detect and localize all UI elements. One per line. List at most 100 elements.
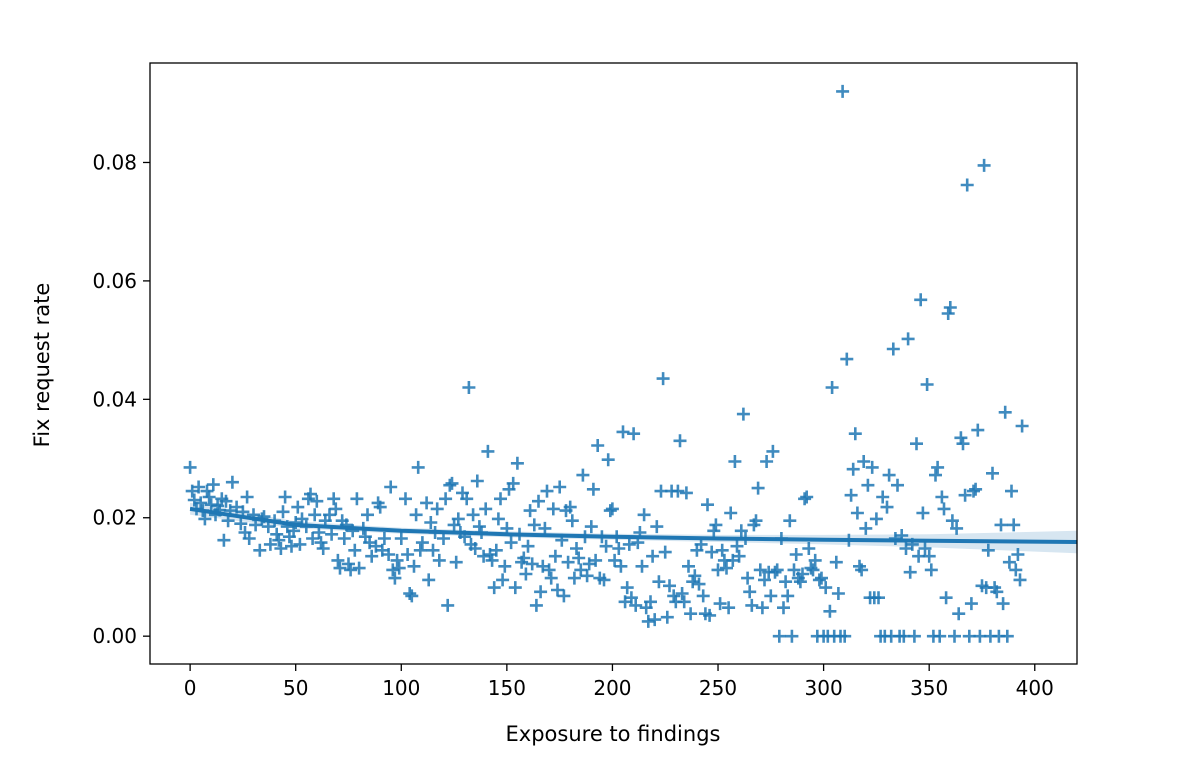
data-point	[836, 84, 850, 98]
data-point	[567, 571, 581, 585]
data-point	[910, 437, 923, 451]
data-point	[466, 508, 480, 522]
data-point	[523, 504, 537, 518]
data-point	[941, 307, 955, 320]
data-point	[608, 553, 622, 567]
data-point	[405, 589, 419, 603]
data-point	[882, 468, 896, 482]
x-axis-label: Exposure to findings	[506, 722, 721, 746]
data-point	[534, 585, 548, 599]
data-point	[703, 608, 717, 622]
y-axis-label: Fix request rate	[30, 283, 54, 448]
data-point	[527, 518, 541, 532]
data-point	[472, 520, 486, 534]
data-point	[481, 444, 495, 458]
data-point	[876, 490, 890, 504]
data-point	[310, 494, 324, 508]
data-point	[981, 543, 995, 557]
data-point	[914, 293, 928, 307]
data-point	[677, 595, 691, 609]
data-point	[525, 557, 539, 571]
data-point	[711, 563, 725, 577]
data-point	[939, 591, 953, 605]
data-point	[584, 520, 598, 534]
data-point	[494, 492, 507, 506]
data-point	[838, 629, 852, 643]
data-point	[766, 444, 780, 458]
data-point	[658, 545, 672, 559]
data-point	[977, 158, 991, 172]
data-point	[688, 569, 702, 583]
data-point	[749, 514, 763, 528]
data-point	[544, 571, 558, 585]
data-point	[705, 545, 719, 559]
x-axis-ticks: 0 50 100 150 200 250 300 350 400	[184, 664, 1054, 700]
data-point	[734, 524, 748, 538]
data-point	[745, 598, 759, 612]
data-point	[538, 521, 552, 535]
data-point	[426, 543, 440, 557]
data-point	[861, 478, 875, 492]
data-point	[276, 505, 290, 519]
data-point	[561, 555, 575, 569]
data-point	[272, 533, 286, 547]
data-point	[407, 559, 421, 573]
data-point	[234, 517, 248, 531]
data-point	[529, 598, 543, 612]
data-point	[519, 567, 533, 581]
data-point	[629, 598, 643, 612]
data-point	[891, 478, 904, 492]
data-point	[352, 561, 366, 575]
data-point	[200, 484, 214, 498]
data-point	[825, 381, 839, 394]
data-point	[656, 372, 670, 386]
y-tick-label: 0.00	[92, 624, 137, 648]
data-point	[819, 581, 833, 595]
data-point	[967, 484, 980, 498]
data-point	[504, 536, 518, 550]
data-point	[599, 539, 613, 553]
data-point	[542, 563, 556, 577]
data-point	[770, 563, 784, 577]
data-point	[451, 512, 465, 526]
data-point	[1005, 484, 1018, 498]
x-tick-label: 50	[283, 676, 308, 700]
data-point	[217, 533, 231, 547]
data-point	[540, 484, 554, 498]
data-point	[462, 381, 476, 394]
data-point	[823, 604, 837, 618]
data-point	[741, 571, 755, 585]
data-point	[510, 456, 524, 470]
data-point	[198, 512, 212, 526]
data-point	[263, 537, 277, 551]
data-point	[1002, 555, 1016, 569]
data-point	[732, 549, 746, 563]
data-point	[361, 508, 374, 522]
data-point	[806, 563, 820, 577]
data-point	[551, 583, 564, 597]
data-point	[225, 475, 239, 489]
data-point	[532, 494, 545, 508]
data-point	[489, 543, 503, 557]
y-tick-label: 0.06	[92, 269, 137, 293]
data-point	[931, 460, 945, 474]
data-point	[382, 548, 396, 561]
data-point	[242, 532, 256, 545]
data-point	[1007, 518, 1021, 532]
data-point	[565, 514, 579, 528]
data-point	[994, 518, 1008, 532]
data-point	[449, 555, 463, 569]
data-point	[918, 542, 932, 555]
data-point	[920, 378, 934, 391]
data-point	[304, 487, 317, 501]
plot-frame	[149, 62, 1078, 665]
data-point	[709, 518, 723, 532]
data-point	[401, 548, 415, 561]
data-point	[553, 480, 567, 494]
data-point	[667, 589, 681, 603]
data-point	[413, 543, 427, 557]
data-point	[743, 585, 757, 599]
data-point	[605, 502, 619, 516]
data-point	[943, 301, 957, 314]
